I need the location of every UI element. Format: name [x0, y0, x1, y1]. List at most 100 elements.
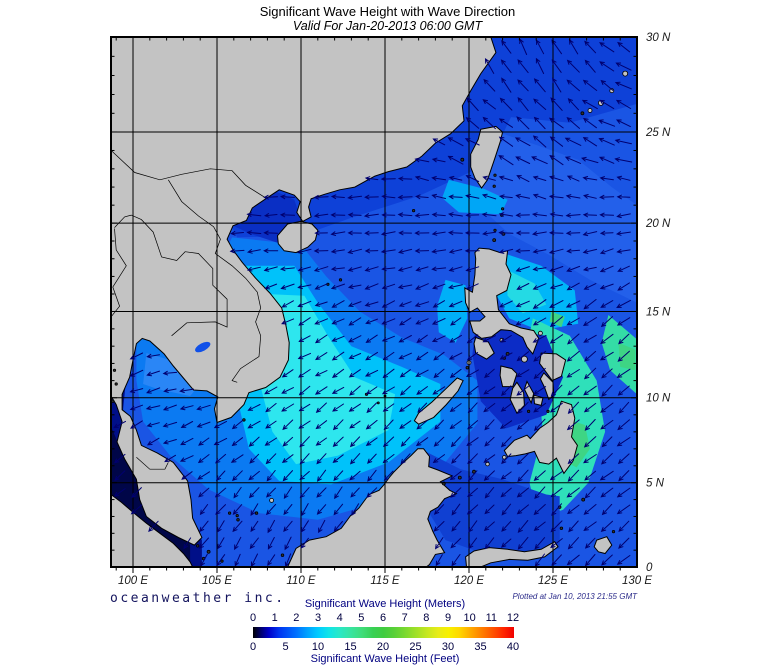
islet — [411, 209, 416, 213]
islet — [465, 366, 469, 370]
lon-tick-label: 105 E — [202, 575, 232, 587]
islet — [220, 559, 224, 563]
lat-tick-label: 25 N — [645, 127, 671, 139]
islet — [492, 238, 497, 243]
china-south-border — [111, 150, 266, 199]
land-luzon — [464, 247, 540, 355]
islet — [580, 111, 585, 116]
legend-meters-tick: 8 — [423, 612, 430, 624]
land-hainan — [276, 220, 319, 254]
lake-tonle-sap — [195, 341, 211, 353]
islet — [236, 518, 240, 522]
islet — [269, 497, 275, 503]
islet — [611, 529, 616, 534]
islet — [493, 173, 497, 177]
wave-arrows — [113, 38, 633, 567]
land-halmahera — [593, 536, 613, 555]
islet — [500, 207, 505, 211]
lat-tick-label: 20 N — [645, 218, 671, 230]
legend-meters-tick: 1 — [271, 612, 278, 624]
map-inner — [111, 37, 637, 567]
lon-tick-label: 125 E — [538, 575, 568, 587]
lat-tick-label: 5 N — [646, 478, 665, 490]
islet — [376, 401, 380, 405]
legend-feet-tick: 35 — [474, 641, 487, 653]
islet — [196, 544, 200, 548]
legend-title-feet: Significant Wave Height (Feet) — [310, 653, 460, 665]
legend-feet-tick: 15 — [344, 641, 357, 653]
lat-tick-label: 15 N — [646, 306, 671, 318]
ocean-region-green-blob-far-east — [618, 342, 636, 371]
islet — [559, 526, 564, 530]
lon-tick-label: 110 E — [286, 575, 316, 587]
lon-tick-label: 115 E — [370, 575, 400, 587]
legend-meters-tick: 0 — [249, 612, 257, 624]
islet — [206, 549, 211, 554]
ocean-region-philippine-sea-north — [480, 132, 637, 303]
islet — [338, 278, 343, 282]
ocean-region-east-luzon-core — [506, 269, 547, 314]
islet — [460, 157, 465, 162]
axis-labels: 100 E 105 E 110 E 115 E 120 E 125 E 130 E 30 N 2… — [118, 32, 671, 587]
wave-arrow-field — [113, 38, 633, 567]
vietnam-west-border — [168, 179, 262, 383]
oceanweather-logo-text: oceanweather inc. — [110, 591, 286, 606]
islet — [493, 228, 497, 232]
page-title: Significant Wave Height with Wave Direct… — [259, 4, 516, 19]
legend-meters-tick: 4 — [336, 612, 343, 624]
land-borneo — [287, 448, 458, 567]
lat-tick-label: 10 N — [646, 393, 671, 405]
legend-feet-tick: 5 — [282, 641, 289, 653]
islet — [587, 108, 593, 113]
lon-tick-label: 100 E — [118, 575, 148, 587]
legend-title-meters: Significant Wave Height (Meters) — [304, 598, 466, 610]
islet — [538, 330, 543, 336]
islet — [235, 513, 239, 518]
legend-meters-tick: 2 — [293, 612, 300, 624]
land-sumatra — [111, 493, 194, 567]
legend-feet-tick-row: 0 5 10 15 20 25 30 35 40 — [0, 641, 775, 653]
islet — [521, 355, 528, 363]
islet — [242, 418, 246, 422]
islet — [546, 409, 550, 413]
islet — [502, 455, 507, 460]
malaysia-thailand-border — [136, 457, 169, 470]
islet — [485, 461, 490, 467]
islet — [526, 409, 531, 413]
thailand-laos-cambodia-border — [114, 214, 228, 337]
islet — [254, 511, 259, 515]
legend-meters-tick: 10 — [463, 612, 476, 624]
lon-tick-label: 120 E — [454, 575, 484, 587]
lat-tick-label: 30 N — [646, 32, 671, 44]
legend-feet-tick: 20 — [376, 641, 390, 653]
land-panay — [499, 365, 518, 388]
legend-feet-tick: 25 — [409, 641, 422, 653]
legend-meters-tick-row: 0 1 2 3 4 5 6 7 8 9 10 11 12 — [0, 612, 775, 624]
legend-meters-tick: 7 — [401, 612, 408, 624]
myanmar-thailand-border — [111, 228, 127, 317]
land-sulawesi — [465, 541, 559, 567]
legend-meters-tick: 12 — [506, 612, 520, 624]
legend-feet-tick: 10 — [311, 641, 325, 653]
islet — [112, 368, 117, 372]
legend-meters-tick: 5 — [358, 612, 365, 624]
islet — [581, 497, 586, 502]
lon-tick-label: 130 E — [622, 575, 652, 587]
ocean-region-celebes-dark — [423, 450, 560, 555]
islet — [492, 184, 496, 188]
islet — [280, 553, 285, 557]
ocean-region-gulf-thailand-core — [143, 353, 204, 396]
plotted-timestamp: Plotted at Jan 10, 2013 21:55 GMT — [512, 592, 637, 601]
legend-feet-tick: 0 — [249, 641, 257, 653]
map-frame — [110, 36, 638, 568]
islet — [114, 382, 118, 386]
islet — [228, 511, 232, 515]
legend-meters-tick: 3 — [314, 612, 322, 624]
legend-colorbar — [253, 627, 514, 638]
land-taiwan — [470, 125, 504, 189]
valid-time-subtitle: Valid For Jan-20-2013 06:00 GMT — [292, 19, 483, 33]
legend-meters-tick: 6 — [379, 612, 387, 624]
islet — [609, 88, 615, 94]
